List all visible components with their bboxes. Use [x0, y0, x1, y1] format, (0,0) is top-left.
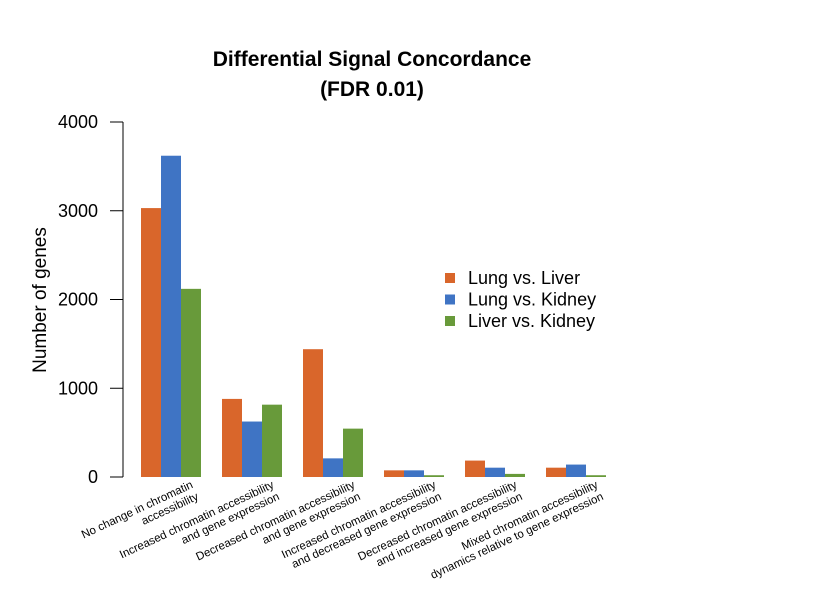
y-tick-label: 3000 [58, 201, 98, 221]
y-tick-label: 0 [88, 467, 98, 487]
bar-2-3 [323, 458, 343, 477]
bar-1-1 [141, 208, 161, 477]
y-axis-label: Number of genes [30, 227, 51, 373]
bar-1-2 [222, 398, 242, 477]
legend-label: Lung vs. Liver [468, 268, 580, 288]
x-axis-labels: No change in chromatinaccessibilityIncre… [80, 479, 606, 582]
bar-3-3 [343, 428, 363, 477]
bar-2-1 [161, 155, 181, 477]
y-axis: 0 1000 2000 3000 4000 [58, 112, 124, 487]
bar-3-4 [424, 475, 444, 477]
bars [141, 155, 606, 477]
legend-label: Lung vs. Kidney [468, 290, 596, 310]
legend-swatch [445, 294, 455, 305]
bar-3-1 [181, 288, 201, 477]
chart-title-line-1: Differential Signal Concordance [213, 48, 532, 71]
bar-2-2 [242, 421, 262, 477]
chart-title-line-2: (FDR 0.01) [320, 78, 424, 101]
bar-1-5 [465, 460, 485, 477]
chart-title: Differential Signal Concordance (FDR 0.0… [213, 48, 532, 101]
bar-1-3 [303, 349, 323, 477]
bar-1-4 [384, 470, 404, 477]
bar-2-4 [404, 470, 424, 477]
y-tick-label: 4000 [58, 112, 98, 132]
bar-2-5 [485, 467, 505, 477]
legend-label: Liver vs. Kidney [468, 311, 595, 331]
bar-2-6 [566, 464, 586, 477]
bar-3-2 [262, 404, 282, 477]
bar-1-6 [546, 467, 566, 477]
bar-3-5 [505, 473, 525, 477]
legend-swatch [445, 316, 455, 326]
legend-swatch [445, 273, 455, 283]
y-tick-label: 2000 [58, 290, 98, 310]
bar-3-6 [586, 475, 606, 477]
y-tick-label: 1000 [58, 378, 98, 398]
